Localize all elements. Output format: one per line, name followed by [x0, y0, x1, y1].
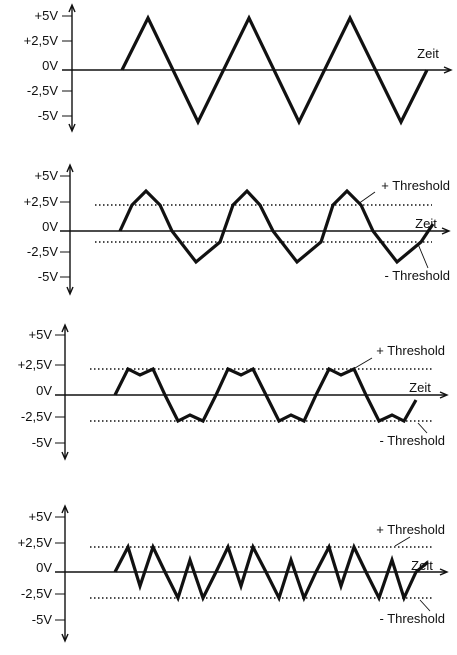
- y-axis-arrow-down: [66, 286, 74, 296]
- y-axis-arrow-up: [61, 504, 69, 514]
- panel-2: +5V +2,5V 0V -2,5V -5V Zeit + Threshold …: [24, 163, 451, 296]
- signal-waveform: [113, 542, 430, 603]
- y-label-minus5: -5V: [32, 612, 53, 627]
- threshold-lower-leader: [417, 422, 428, 434]
- x-axis-arrow: [441, 227, 451, 235]
- y-label-minus5: -5V: [38, 108, 59, 123]
- y-label-minus2-5: -2,5V: [27, 83, 58, 98]
- panel-3: +5V +2,5V 0V -2,5V -5V Zeit + Threshold …: [18, 323, 449, 461]
- y-label-minus2-5: -2,5V: [27, 244, 58, 259]
- y-axis-arrow-up: [68, 3, 76, 13]
- x-axis-label: Zeit: [409, 380, 431, 395]
- threshold-lower-label: - Threshold: [384, 268, 450, 283]
- y-axis-arrow-up: [66, 163, 74, 173]
- x-axis-arrow: [439, 391, 449, 399]
- x-axis-label: Zeit: [415, 216, 437, 231]
- signal-waveform: [113, 366, 418, 424]
- y-label-minus5: -5V: [38, 269, 59, 284]
- y-label-plus5: +5V: [29, 509, 53, 524]
- threshold-lower-label: - Threshold: [379, 433, 445, 448]
- y-label-zero: 0V: [42, 219, 58, 234]
- y-axis-arrow-down: [68, 123, 76, 133]
- y-label-plus2-5: +2,5V: [18, 357, 53, 372]
- threshold-upper-leader: [394, 536, 411, 547]
- y-axis-arrow-up: [61, 323, 69, 333]
- y-label-minus5: -5V: [32, 435, 53, 450]
- y-label-plus2-5: +2,5V: [24, 33, 59, 48]
- threshold-lower-leader: [417, 243, 429, 269]
- y-label-zero: 0V: [36, 383, 52, 398]
- y-label-plus2-5: +2,5V: [24, 194, 59, 209]
- threshold-upper-leader: [354, 357, 373, 369]
- panel-4: +5V +2,5V 0V -2,5V -5V Zeit + Threshold …: [18, 504, 449, 643]
- y-label-plus5: +5V: [35, 168, 59, 183]
- threshold-upper-label: + Threshold: [376, 343, 445, 358]
- signal-waveform: [120, 14, 429, 126]
- x-axis-arrow: [443, 66, 453, 74]
- y-label-plus5: +5V: [29, 327, 53, 342]
- threshold-lower-leader: [419, 599, 431, 612]
- panel-1: +5V +2,5V 0V -2,5V -5V Zeit: [24, 3, 453, 133]
- threshold-upper-label: + Threshold: [381, 178, 450, 193]
- signal-waveform: [118, 188, 435, 265]
- x-axis-arrow: [439, 568, 449, 576]
- threshold-upper-leader: [357, 191, 376, 205]
- y-label-zero: 0V: [42, 58, 58, 73]
- y-axis-arrow-down: [61, 451, 69, 461]
- y-label-zero: 0V: [36, 560, 52, 575]
- y-label-minus2-5: -2,5V: [21, 586, 52, 601]
- x-axis-label: Zeit: [417, 46, 439, 61]
- threshold-lower-label: - Threshold: [379, 611, 445, 626]
- y-axis-arrow-down: [61, 633, 69, 643]
- threshold-upper-label: + Threshold: [376, 522, 445, 537]
- y-label-plus5: +5V: [35, 8, 59, 23]
- y-label-plus2-5: +2,5V: [18, 535, 53, 550]
- y-label-minus2-5: -2,5V: [21, 409, 52, 424]
